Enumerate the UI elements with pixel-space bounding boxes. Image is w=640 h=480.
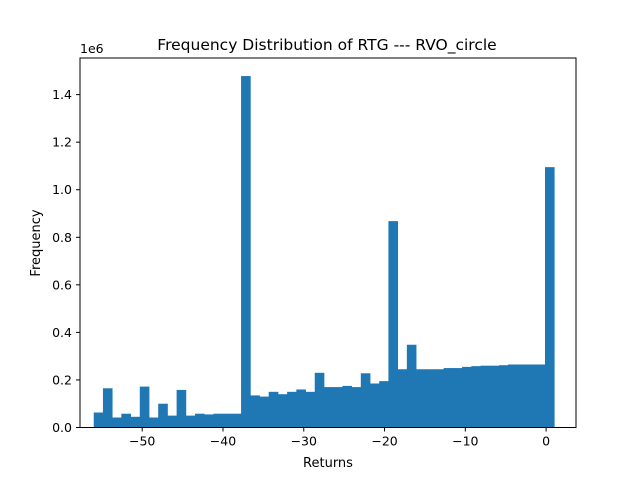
histogram-bar — [388, 221, 399, 428]
x-axis-label: Returns — [303, 456, 353, 471]
histogram-bar — [434, 369, 445, 428]
histogram-bar — [259, 396, 270, 428]
y-tick-label: 0.0 — [52, 420, 72, 435]
histogram-bar — [360, 373, 371, 428]
y-tick-label: 1.2 — [52, 135, 72, 150]
histogram-bar — [480, 365, 491, 428]
histogram-bar — [277, 394, 288, 428]
y-tick-label: 0.6 — [52, 277, 72, 292]
histogram-bar — [93, 412, 104, 428]
histogram-bar — [176, 389, 187, 428]
histogram-bar — [121, 413, 131, 428]
y-tick-label: 1.4 — [52, 87, 72, 102]
histogram-bar — [342, 385, 352, 428]
y-axis-label: Frequency — [29, 209, 44, 276]
histogram-bar — [139, 386, 150, 428]
x-tick-label: −10 — [452, 434, 478, 449]
histogram-bar — [508, 364, 518, 428]
histogram-bar — [406, 344, 417, 428]
histogram-bar — [443, 368, 454, 428]
histogram-bar — [185, 415, 196, 428]
histogram-bar — [425, 369, 435, 428]
histogram-bar — [268, 391, 279, 428]
histogram-bar — [158, 403, 168, 428]
histogram-bar — [517, 364, 527, 428]
y-multiplier-label: 1e6 — [80, 41, 104, 56]
histogram-bar — [204, 414, 214, 428]
histogram-bar — [241, 76, 251, 428]
x-tick-label: 0 — [542, 434, 550, 449]
y-tick-label: 0.8 — [52, 230, 72, 245]
histogram-bar — [231, 413, 242, 428]
histogram-bar — [544, 167, 555, 428]
y-tick-label: 0.4 — [52, 325, 72, 340]
histogram-bar — [489, 365, 500, 428]
x-tick-label: −30 — [291, 434, 317, 449]
bars-group — [93, 76, 555, 428]
histogram-bar — [167, 415, 178, 428]
histogram-bar — [305, 391, 316, 428]
histogram-bar — [314, 372, 325, 428]
chart-title: Frequency Distribution of RTG --- RVO_ci… — [157, 36, 496, 55]
histogram-bar — [462, 366, 472, 428]
histogram-bar — [222, 413, 233, 428]
histogram-bar — [213, 413, 224, 428]
histogram-bar — [195, 413, 205, 428]
y-axis-ticks: 0.0 0.2 0.4 0.6 0.8 1.0 1.2 1.4 — [52, 87, 80, 435]
x-tick-label: −20 — [371, 434, 397, 449]
histogram-bar — [416, 369, 426, 428]
histogram-bar — [112, 417, 122, 428]
histogram-bar — [498, 365, 509, 428]
histogram-bar — [452, 368, 463, 428]
histogram-bar — [148, 417, 159, 428]
histogram-bar — [102, 388, 113, 428]
histogram-bar — [250, 395, 260, 428]
histogram-bar — [130, 416, 141, 428]
histogram-bar — [535, 364, 546, 428]
x-axis-ticks: −50 −40 −30 −20 −10 0 — [129, 427, 550, 449]
histogram-bar — [323, 387, 334, 428]
x-tick-label: −40 — [210, 434, 236, 449]
histogram-bar — [351, 387, 362, 428]
y-tick-label: 1.0 — [52, 182, 72, 197]
histogram-bar — [526, 364, 537, 428]
histogram-bar — [379, 381, 389, 428]
histogram-bar — [471, 366, 481, 428]
histogram-bar — [370, 383, 380, 428]
plot-frame — [79, 57, 577, 428]
histogram-bar — [397, 369, 408, 428]
x-tick-label: −50 — [129, 434, 155, 449]
histogram-bar — [287, 391, 297, 428]
y-tick-label: 0.2 — [52, 372, 72, 387]
histogram-bar — [296, 389, 306, 428]
histogram-bar — [333, 387, 343, 428]
